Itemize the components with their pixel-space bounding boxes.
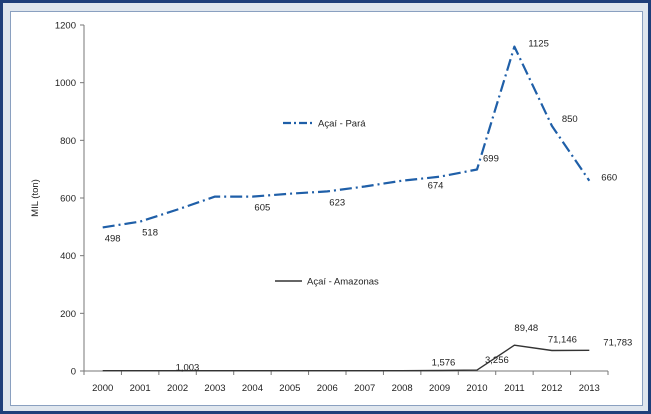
data-label: 1,576 <box>432 358 456 369</box>
data-label: 89,48 <box>514 323 538 334</box>
data-label: 850 <box>562 114 578 125</box>
chart-panel <box>10 11 643 406</box>
x-tick-label: 2001 <box>130 383 151 394</box>
x-tick-label: 2008 <box>392 383 413 394</box>
x-tick-label: 2009 <box>429 383 450 394</box>
data-label: 699 <box>483 153 499 164</box>
y-tick-label: 800 <box>60 136 76 147</box>
y-axis-title: MIL (ton) <box>30 179 41 217</box>
y-tick-label: 600 <box>60 194 76 205</box>
x-tick-label: 2006 <box>317 383 338 394</box>
y-tick-label: 1200 <box>55 21 76 32</box>
data-label: 674 <box>428 181 444 192</box>
x-tick-label: 2007 <box>354 383 375 394</box>
x-tick-label: 2004 <box>242 383 263 394</box>
data-label: 1,003 <box>176 363 200 374</box>
x-tick-label: 2003 <box>204 383 225 394</box>
data-label: 498 <box>105 233 121 244</box>
x-tick-label: 2012 <box>541 383 562 394</box>
series-group <box>102 45 591 372</box>
legend-label: Açaí - Amazonas <box>307 277 379 288</box>
legend-label: Açaí - Pará <box>318 119 366 130</box>
y-tick-label: 200 <box>60 309 76 320</box>
series-line-acai-para <box>102 45 591 229</box>
x-tick-label: 2000 <box>92 383 113 394</box>
x-tick-label: 2011 <box>504 383 524 394</box>
legend: Açaí - Pará Açaí - Amazonas <box>275 119 379 288</box>
data-label: 71,783 <box>603 337 632 348</box>
x-tick-label: 2013 <box>579 383 600 394</box>
data-label: 3,256 <box>485 355 509 366</box>
data-label: 660 <box>601 173 617 184</box>
data-label: 518 <box>142 228 158 239</box>
data-label: 623 <box>329 197 345 208</box>
series-line-acai-amazonas <box>102 344 590 372</box>
data-labels: 498 518 605 623 674 699 1125 850 660 1,003 1,576 3,… <box>105 39 633 374</box>
x-tick-label: 2010 <box>466 383 487 394</box>
data-label: 71,146 <box>548 334 577 345</box>
y-tick-label: 400 <box>60 251 76 262</box>
y-tick-label: 0 <box>71 367 76 378</box>
data-label: 1125 <box>528 39 548 50</box>
y-tick-label: 1000 <box>55 78 76 89</box>
x-tick-label: 2005 <box>279 383 300 394</box>
x-tick-label: 2002 <box>167 383 188 394</box>
data-label: 605 <box>254 203 270 214</box>
